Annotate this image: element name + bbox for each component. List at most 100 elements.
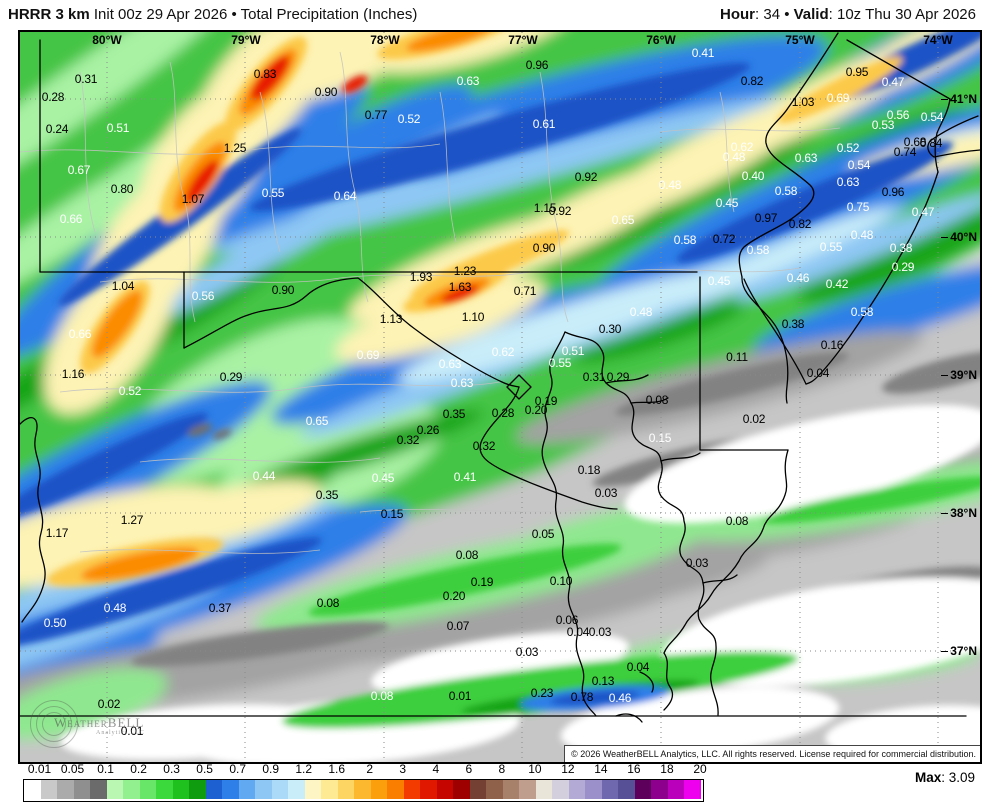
precip-value-label: 0.31	[582, 370, 606, 384]
precip-value-label: 0.84	[919, 136, 943, 150]
logo-swirl-icon	[42, 712, 66, 736]
logo-swirl-icon	[30, 700, 78, 748]
precip-value-label: 0.20	[524, 403, 548, 417]
colorbar	[23, 779, 704, 802]
colorbar-tick-label: 20	[693, 762, 707, 776]
precip-value-label: 0.66	[68, 327, 92, 341]
precip-value-label: 0.62	[730, 140, 754, 154]
precip-value-label: 1.27	[120, 513, 144, 527]
longitude-label: 79°W	[231, 33, 261, 47]
precip-value-label: 0.63	[456, 74, 480, 88]
precip-value-label: 0.53	[871, 118, 895, 132]
precip-value-label: 0.46	[608, 691, 632, 705]
precip-value-label: 0.65	[611, 213, 635, 227]
precip-value-label: 0.82	[740, 74, 764, 88]
precip-value-label: 0.06	[555, 613, 579, 627]
latitude-label: 38°N	[941, 506, 977, 520]
lat-tick	[941, 513, 949, 515]
colorbar-segment	[321, 780, 338, 799]
colorbar-segment	[189, 780, 206, 799]
colorbar-segment	[139, 780, 156, 799]
colorbar-segment	[354, 780, 371, 799]
colorbar-tick-label: 1.2	[295, 762, 313, 776]
colorbar-segment	[90, 780, 107, 799]
precipitation-map: 0.31 0.28 0.24 0.83 0.90 0.51 1.25 0.67 0.80 1.07…	[18, 30, 982, 764]
latitude-label: 41°N	[941, 92, 977, 106]
precip-value-label: 0.68	[903, 135, 927, 149]
colorbar-segment	[156, 780, 173, 799]
precip-value-label: 0.67	[67, 163, 91, 177]
colorbar-segment	[288, 780, 305, 799]
precip-value-label: 1.63	[448, 280, 472, 294]
precip-value-label: 0.03	[594, 486, 618, 500]
colorbar-tick-label: 12	[561, 762, 575, 776]
precip-value-label: 1.93	[409, 270, 433, 284]
precip-value-label: 0.03	[515, 645, 539, 659]
precip-value-label: 0.63	[438, 357, 462, 371]
colorbar-segment	[601, 780, 618, 799]
colorbar-tick-label: 18	[660, 762, 674, 776]
precip-value-label: 1.15	[533, 201, 557, 215]
graticule	[20, 32, 980, 762]
colorbar-segment	[205, 780, 222, 799]
colorbar-segment	[469, 780, 486, 799]
precip-value-label: 0.31	[74, 72, 98, 86]
precip-value-label: 0.04	[626, 660, 650, 674]
precip-value-label: 0.29	[891, 260, 915, 274]
colorbar-segment	[238, 780, 255, 799]
state-borders	[20, 32, 980, 723]
precip-value-label: 0.48	[103, 601, 127, 615]
precip-value-label: 0.80	[110, 182, 134, 196]
colorbar-segment	[271, 780, 288, 799]
latitude-label: 39°N	[941, 368, 977, 382]
precip-value-label: 0.46	[786, 271, 810, 285]
precip-value-label: 0.08	[455, 548, 479, 562]
colorbar-segment	[73, 780, 90, 799]
colorbar-segment	[453, 780, 470, 799]
valid-time: Hour: 34 • Valid: 10z Thu 30 Apr 2026	[720, 6, 976, 23]
precip-value-label: 1.16	[61, 367, 85, 381]
precip-value-label: 0.37	[208, 601, 232, 615]
colorbar-tick-label: 0.7	[229, 762, 246, 776]
precip-value-label: 0.90	[532, 241, 556, 255]
colorbar-segment	[172, 780, 189, 799]
precip-value-label: 0.55	[548, 356, 572, 370]
lat-tick	[941, 375, 949, 377]
longitude-label: 76°W	[646, 33, 676, 47]
hour-value: : 34	[755, 6, 785, 23]
colorbar-segment	[222, 780, 239, 799]
precip-value-label: 0.75	[846, 200, 870, 214]
colorbar-tick-label: 0.1	[97, 762, 114, 776]
precip-value-label: 0.69	[826, 91, 850, 105]
precip-value-label: 0.92	[574, 170, 598, 184]
bullet: •	[784, 6, 794, 23]
precip-value-label: 0.32	[472, 439, 496, 453]
header-bar: HRRR 3 km Init 00z 29 Apr 2026 • Total P…	[0, 0, 984, 30]
valid-label: Valid	[793, 6, 829, 23]
precip-value-label: 0.42	[825, 277, 849, 291]
colorbar-tick-label: 0.5	[196, 762, 213, 776]
precip-value-label: 0.24	[45, 122, 69, 136]
precip-value-label: 0.30	[598, 322, 622, 336]
precip-value-label: 0.19	[534, 394, 558, 408]
precip-value-label: 0.32	[396, 433, 420, 447]
max-number: : 3.09	[941, 770, 975, 785]
precip-value-label: 0.71	[513, 284, 537, 298]
precip-value-label: 0.15	[648, 431, 672, 445]
precip-value-label: 0.28	[41, 90, 65, 104]
precip-value-label: 0.61	[532, 117, 556, 131]
precip-value-label: 1.25	[223, 141, 247, 155]
precip-value-label: 0.58	[850, 305, 874, 319]
precip-value-label: 0.10	[549, 574, 573, 588]
precip-value-label: 0.08	[370, 689, 394, 703]
precip-value-label: 0.69	[356, 348, 380, 362]
precip-value-label: 0.13	[591, 674, 615, 688]
precip-value-label: 0.48	[658, 178, 682, 192]
colorbar-segment	[618, 780, 635, 799]
copyright-bar: © 2026 WeatherBELL Analytics, LLC. All r…	[564, 745, 980, 762]
precip-value-label: 0.01	[120, 724, 144, 738]
precip-value-label: 1.13	[379, 312, 403, 326]
precip-value-label: 0.08	[725, 514, 749, 528]
precip-value-label: 0.01	[448, 689, 472, 703]
precip-value-label: 0.15	[380, 507, 404, 521]
